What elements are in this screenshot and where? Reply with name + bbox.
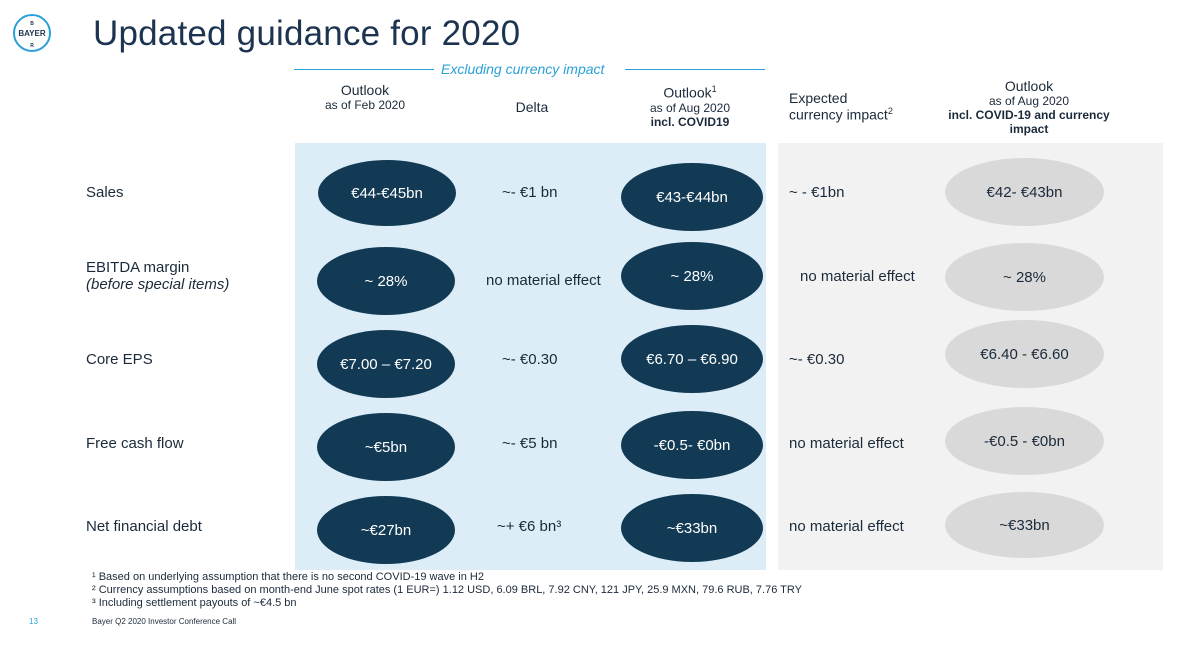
header-currency-impact: Expected currency impact2 bbox=[789, 90, 893, 123]
oval-eps-feb: €7.00 – €7.20 bbox=[317, 330, 455, 398]
oval-ebitda-aug: ~ 28% bbox=[621, 242, 763, 310]
oval-ebitda-final: ~ 28% bbox=[945, 243, 1104, 311]
header-outlook-aug: Outlook1 as of Aug 2020 incl. COVID19 bbox=[649, 84, 731, 129]
sales-currency: ~ - €1bn bbox=[789, 184, 845, 201]
ebitda-currency: no material effect bbox=[800, 268, 915, 285]
header-outlook-final: Outlook as of Aug 2020 incl. COVID-19 an… bbox=[948, 78, 1110, 136]
oval-eps-aug: €6.70 – €6.90 bbox=[621, 325, 763, 393]
page-number: 13 bbox=[29, 617, 38, 626]
footnote-2: ² Currency assumptions based on month-en… bbox=[92, 584, 802, 596]
ebitda-delta: no material effect bbox=[486, 272, 601, 289]
row-label-core-eps: Core EPS bbox=[86, 351, 153, 368]
oval-nfd-aug: ~€33bn bbox=[621, 494, 763, 562]
oval-sales-feb: €44-€45bn bbox=[318, 160, 456, 226]
header-outlook-feb: Outlook as of Feb 2020 bbox=[324, 82, 406, 112]
svg-text:R: R bbox=[30, 43, 34, 49]
fcf-currency: no material effect bbox=[789, 435, 904, 452]
oval-fcf-final: -€0.5 - €0bn bbox=[945, 407, 1104, 475]
oval-fcf-feb: ~€5bn bbox=[317, 413, 455, 481]
excluding-currency-label: Excluding currency impact bbox=[441, 61, 605, 77]
sales-delta: ~- €1 bn bbox=[502, 184, 558, 201]
row-label-sales: Sales bbox=[86, 184, 124, 201]
oval-sales-final: €42- €43bn bbox=[945, 158, 1104, 226]
footnotes: ¹ Based on underlying assumption that th… bbox=[92, 571, 802, 610]
row-label-free-cash-flow: Free cash flow bbox=[86, 435, 184, 452]
oval-nfd-feb: ~€27bn bbox=[317, 496, 455, 564]
eps-delta: ~- €0.30 bbox=[502, 351, 558, 368]
svg-text:B: B bbox=[30, 21, 34, 27]
oval-fcf-aug: -€0.5- €0bn bbox=[621, 411, 763, 479]
oval-nfd-final: ~€33bn bbox=[945, 492, 1104, 558]
row-label-net-financial-debt: Net financial debt bbox=[86, 518, 202, 535]
eps-currency: ~- €0.30 bbox=[789, 351, 845, 368]
divider-left bbox=[294, 69, 434, 70]
nfd-currency: no material effect bbox=[789, 518, 904, 535]
oval-ebitda-feb: ~ 28% bbox=[317, 247, 455, 315]
divider-right bbox=[625, 69, 765, 70]
footer-text: Bayer Q2 2020 Investor Conference Call bbox=[92, 617, 237, 626]
nfd-delta: ~+ €6 bn³ bbox=[497, 518, 562, 535]
footnote-3: ³ Including settlement payouts of ~€4.5 … bbox=[92, 597, 297, 609]
footnote-1: ¹ Based on underlying assumption that th… bbox=[92, 571, 484, 583]
oval-eps-final: €6.40 - €6.60 bbox=[945, 320, 1104, 388]
row-label-ebitda: EBITDA margin (before special items) bbox=[86, 259, 230, 293]
fcf-delta: ~- €5 bn bbox=[502, 435, 558, 452]
page-title: Updated guidance for 2020 bbox=[93, 14, 521, 53]
header-delta: Delta bbox=[515, 99, 549, 115]
svg-text:BAYER: BAYER bbox=[18, 29, 45, 38]
bayer-logo: BAYER B R bbox=[13, 14, 51, 52]
oval-sales-aug: €43-€44bn bbox=[621, 163, 763, 231]
